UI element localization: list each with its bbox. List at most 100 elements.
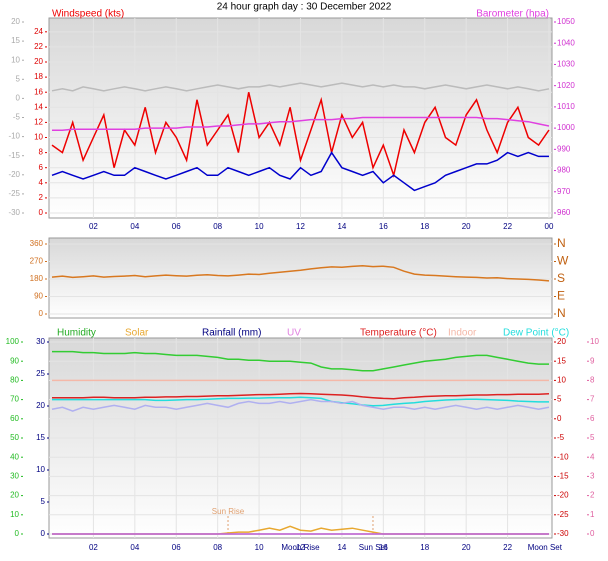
y4-tick-label: 4 <box>590 452 595 461</box>
y-tick-label: 180 <box>30 274 44 283</box>
y-tick-label: 0 <box>39 309 44 318</box>
y2-tick-label: E <box>557 289 565 303</box>
y3-tick-label: 10 <box>36 465 45 474</box>
x-tick-label: 06 <box>172 222 181 231</box>
y-tick-label: 6 <box>39 163 44 172</box>
y2-tick-label: 20 <box>557 337 566 346</box>
x-tick-label: 12 <box>296 222 305 231</box>
y3-tick-label: 0 <box>16 94 21 103</box>
y-tick-label: 10 <box>34 133 43 142</box>
y-tick-label: 40 <box>10 452 19 461</box>
event-label: Moon Set <box>528 543 563 552</box>
y4-tick-label: 9 <box>590 356 595 365</box>
event-label: Moon Rise <box>281 543 320 552</box>
y3-tick-label: 30 <box>36 337 45 346</box>
x-tick-label: 14 <box>337 222 346 231</box>
legend-entry: Windspeed (kts) <box>52 9 124 20</box>
plot-area <box>48 237 553 319</box>
y4-tick-label: 5 <box>590 433 595 442</box>
y3-tick-label: -15 <box>8 151 20 160</box>
legend-entry: UV <box>287 328 301 339</box>
x-tick-label: 02 <box>89 222 98 231</box>
y-tick-label: 4 <box>39 178 44 187</box>
y4-tick-label: 8 <box>590 376 595 385</box>
y-tick-label: 12 <box>34 118 43 127</box>
y2-tick-label: 1010 <box>557 102 575 111</box>
y-tick-label: 70 <box>10 395 19 404</box>
y-tick-label: 100 <box>6 337 20 346</box>
x-tick-label: 18 <box>420 222 429 231</box>
y-tick-label: 24 <box>34 27 43 36</box>
y-tick-label: 20 <box>10 491 19 500</box>
y2-tick-label: -5 <box>557 433 565 442</box>
legend-entry: Rainfall (mm) <box>202 328 261 339</box>
y3-tick-label: -25 <box>8 189 20 198</box>
y3-tick-label: 15 <box>11 36 20 45</box>
x-tick-label: 16 <box>379 543 388 552</box>
y-tick-label: 30 <box>10 472 19 481</box>
y3-tick-label: -10 <box>8 132 20 141</box>
y3-tick-label: 5 <box>16 74 21 83</box>
x-tick-label: 04 <box>130 222 139 231</box>
y-tick-label: 50 <box>10 433 19 442</box>
y2-tick-label: 1000 <box>557 123 575 132</box>
y-tick-label: 2 <box>39 193 44 202</box>
y-tick-label: 14 <box>34 102 43 111</box>
series-line <box>51 82 550 92</box>
y2-tick-label: -30 <box>557 529 569 538</box>
y3-tick-label: 5 <box>41 497 46 506</box>
y2-tick-label: 15 <box>557 356 566 365</box>
y3-tick-label: 0 <box>41 529 46 538</box>
y2-tick-label: 1050 <box>557 17 575 26</box>
y-tick-label: 90 <box>10 356 19 365</box>
y-tick-label: 10 <box>10 510 19 519</box>
y3-tick-label: 20 <box>36 401 45 410</box>
x-tick-label: 22 <box>503 543 512 552</box>
y2-tick-label: 10 <box>557 376 566 385</box>
series-line <box>51 398 550 412</box>
y4-tick-label: 7 <box>590 395 595 404</box>
event-label: Sun Set <box>359 543 388 552</box>
y3-tick-label: 20 <box>11 17 20 26</box>
y2-tick-label: W <box>557 254 569 268</box>
y2-tick-label: 0 <box>557 414 562 423</box>
y-tick-label: 8 <box>39 148 44 157</box>
y2-tick-label: -25 <box>557 510 569 519</box>
series-line <box>52 116 550 131</box>
legend-entry: Barometer (hpa) <box>476 9 549 20</box>
y3-tick-label: -5 <box>13 113 21 122</box>
x-tick-label: 08 <box>213 222 222 231</box>
x-tick-label: 02 <box>89 543 98 552</box>
y-tick-label: 0 <box>15 529 20 538</box>
y2-tick-label: -20 <box>557 491 569 500</box>
legend-entry: Dew Point (°C) <box>503 328 569 339</box>
y-tick-label: 270 <box>30 257 44 266</box>
y2-tick-label: 1020 <box>557 81 575 90</box>
y2-tick-label: 5 <box>557 395 562 404</box>
x-tick-label: 20 <box>462 543 471 552</box>
y4-tick-label: 2 <box>590 491 595 500</box>
y2-tick-label: 980 <box>557 166 571 175</box>
x-tick-label: 14 <box>337 543 346 552</box>
legend-entry: Humidity <box>57 328 96 339</box>
y-tick-label: 60 <box>10 414 19 423</box>
y2-tick-label: 990 <box>557 144 571 153</box>
y-tick-label: 18 <box>34 72 43 81</box>
y-tick-label: 90 <box>34 292 43 301</box>
series-line <box>51 151 549 192</box>
x-tick-label: 20 <box>462 222 471 231</box>
legend-entry: Temperature (°C) <box>360 328 437 339</box>
y-tick-label: 0 <box>39 208 44 217</box>
y3-tick-label: -20 <box>8 170 20 179</box>
y-tick-label: 20 <box>34 57 43 66</box>
series-line <box>52 350 549 372</box>
y2-tick-label: 960 <box>557 208 571 217</box>
y3-tick-label: -30 <box>8 208 20 217</box>
series-line <box>51 265 550 282</box>
series-line <box>52 392 550 400</box>
y-tick-label: 22 <box>34 42 43 51</box>
series-line <box>51 92 550 179</box>
y3-tick-label: 25 <box>36 369 45 378</box>
legend-entry: Solar <box>125 328 149 339</box>
